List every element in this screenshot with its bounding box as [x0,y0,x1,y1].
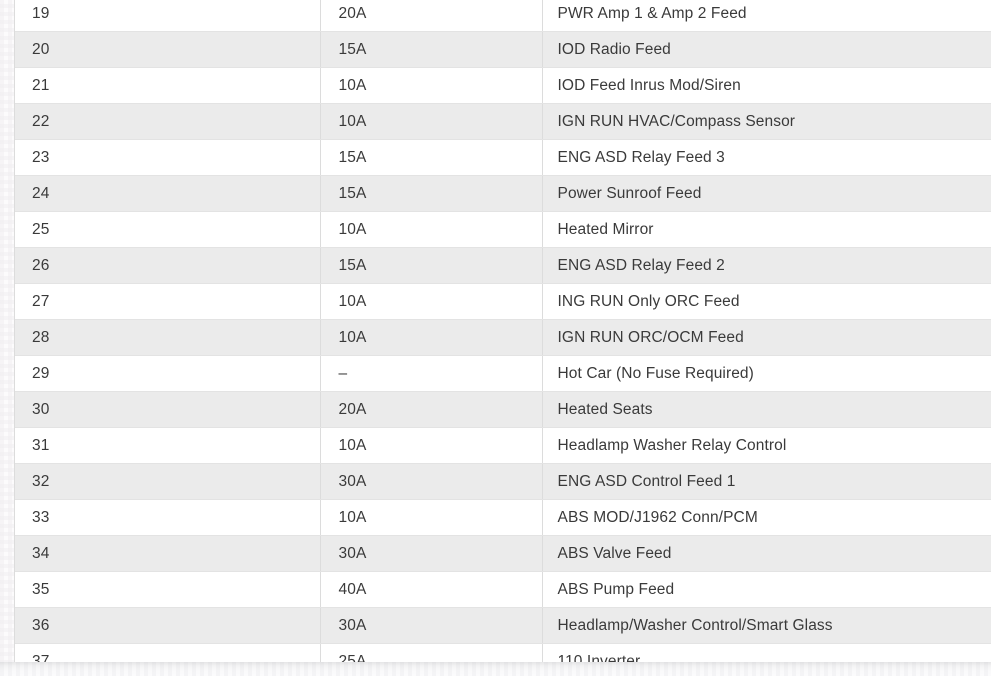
table-row: 25 10A Heated Mirror [14,211,991,248]
cell-amperage: 10A [320,103,543,140]
table-row: 19 20A PWR Amp 1 & Amp 2 Feed [14,0,991,32]
cell-description: IOD Feed Inrus Mod/Siren [542,67,991,104]
cell-description: 110 Inverter [542,643,991,676]
table-row: 32 30A ENG ASD Control Feed 1 [14,463,991,500]
cell-amperage: 30A [320,607,543,644]
cell-description: ABS Pump Feed [542,571,991,608]
cell-fuse-number: 37 [14,643,321,676]
cell-description: Heated Mirror [542,211,991,248]
table-row: 22 10A IGN RUN HVAC/Compass Sensor [14,103,991,140]
cell-fuse-number: 27 [14,283,321,320]
cell-description: IOD Radio Feed [542,31,991,68]
table-row: 37 25A 110 Inverter [14,643,991,676]
cell-description: Heated Seats [542,391,991,428]
cell-description: ENG ASD Control Feed 1 [542,463,991,500]
table-row: 36 30A Headlamp/Washer Control/Smart Glass [14,607,991,644]
table-row: 35 40A ABS Pump Feed [14,571,991,608]
cell-description: ING RUN Only ORC Feed [542,283,991,320]
table-row: 24 15A Power Sunroof Feed [14,175,991,212]
cell-description: PWR Amp 1 & Amp 2 Feed [542,0,991,32]
table-row: 28 10A IGN RUN ORC/OCM Feed [14,319,991,356]
cell-fuse-number: 35 [14,571,321,608]
table-row: 29– Hot Car (No Fuse Required) [14,355,991,392]
cell-fuse-number: 30 [14,391,321,428]
table-row: 34 30A ABS Valve Feed [14,535,991,572]
cell-fuse-number: 23 [14,139,321,176]
table-row: 20 15A IOD Radio Feed [14,31,991,68]
cell-fuse-number: 20 [14,31,321,68]
cell-amperage: 15A [320,175,543,212]
cell-fuse-number: 24 [14,175,321,212]
cell-amperage: 30A [320,535,543,572]
cell-fuse-number: 32 [14,463,321,500]
cell-amperage: 30A [320,463,543,500]
table-row: 31 10A Headlamp Washer Relay Control [14,427,991,464]
cell-amperage: 20A [320,391,543,428]
cell-amperage: 40A [320,571,543,608]
cell-amperage: 25A [320,643,543,676]
cell-description: ABS MOD/J1962 Conn/PCM [542,499,991,536]
cell-fuse-number: 25 [14,211,321,248]
cell-description: Hot Car (No Fuse Required) [542,355,991,392]
cell-amperage: 10A [320,283,543,320]
left-gutter [0,0,14,676]
cell-amperage: 10A [320,211,543,248]
cell-fuse-number: 29 [14,355,321,392]
cell-description: ABS Valve Feed [542,535,991,572]
cell-amperage: – [320,355,543,392]
table-row: 30 20A Heated Seats [14,391,991,428]
content-sheet: 19 20A PWR Amp 1 & Amp 2 Feed 20 15A IOD Radi… [14,0,991,676]
cell-fuse-number: 22 [14,103,321,140]
cell-fuse-number: 21 [14,67,321,104]
fuse-table: 19 20A PWR Amp 1 & Amp 2 Feed 20 15A IOD Radi… [14,0,991,676]
cell-description: IGN RUN HVAC/Compass Sensor [542,103,991,140]
cell-amperage: 10A [320,67,543,104]
cell-fuse-number: 31 [14,427,321,464]
cell-amperage: 15A [320,247,543,284]
cell-fuse-number: 34 [14,535,321,572]
table-row: 23 15A ENG ASD Relay Feed 3 [14,139,991,176]
table-row: 27 10A ING RUN Only ORC Feed [14,283,991,320]
cell-description: Headlamp Washer Relay Control [542,427,991,464]
cell-fuse-number: 33 [14,499,321,536]
cell-fuse-number: 26 [14,247,321,284]
cell-fuse-number: 28 [14,319,321,356]
cell-amperage: 15A [320,139,543,176]
cell-description: Power Sunroof Feed [542,175,991,212]
cell-amperage: 15A [320,31,543,68]
table-row: 26 15A ENG ASD Relay Feed 2 [14,247,991,284]
fuse-table-body: 19 20A PWR Amp 1 & Amp 2 Feed 20 15A IOD Radi… [14,0,991,676]
cell-description: ENG ASD Relay Feed 3 [542,139,991,176]
cell-description: IGN RUN ORC/OCM Feed [542,319,991,356]
cell-fuse-number: 36 [14,607,321,644]
cell-amperage: 20A [320,0,543,32]
cell-amperage: 10A [320,427,543,464]
cell-description: ENG ASD Relay Feed 2 [542,247,991,284]
table-row: 33 10A ABS MOD/J1962 Conn/PCM [14,499,991,536]
cell-amperage: 10A [320,319,543,356]
cell-fuse-number: 19 [14,0,321,32]
table-row: 21 10A IOD Feed Inrus Mod/Siren [14,67,991,104]
cell-description: Headlamp/Washer Control/Smart Glass [542,607,991,644]
cell-amperage: 10A [320,499,543,536]
